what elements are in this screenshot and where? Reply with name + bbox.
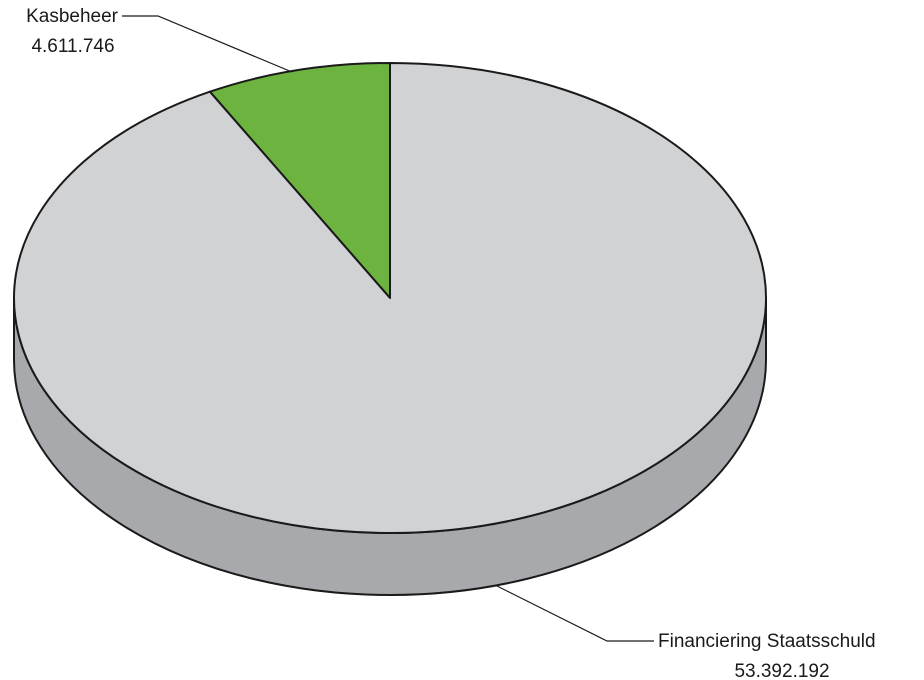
label-financiering-staatsschuld-name: Financiering Staatsschuld xyxy=(658,631,876,652)
pie-slice-financiering-staatsschuld xyxy=(13,62,767,534)
pie-slice-kasbeheer xyxy=(208,62,391,299)
leader-line-financiering-staatsschuld xyxy=(494,584,654,642)
label-kasbeheer-name: Kasbeheer xyxy=(26,6,119,27)
leader-line-kasbeheer xyxy=(122,15,293,73)
label-kasbeheer-value: 4.611.746 xyxy=(31,36,114,57)
label-financiering-staatsschuld-value: 53.392.192 xyxy=(734,661,829,680)
